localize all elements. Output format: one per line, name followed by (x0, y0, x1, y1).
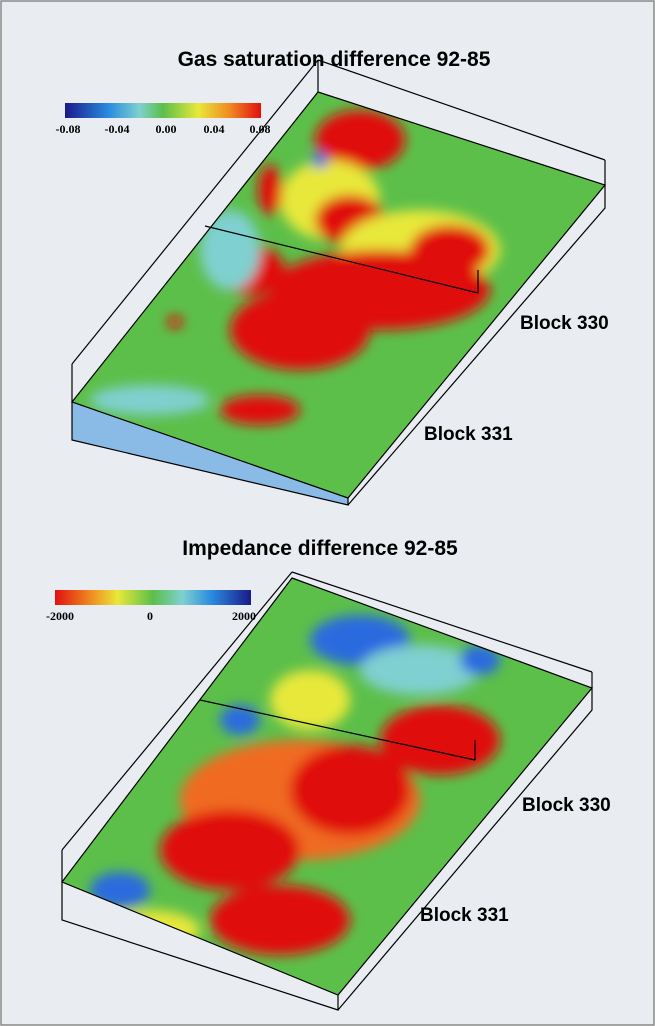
panel-title: Impedance difference 92-85 (182, 537, 458, 560)
colorbar-tick: 0.08 (250, 122, 271, 136)
block-label: Block 331 (420, 905, 509, 926)
colorbar-tick: -0.08 (56, 122, 81, 136)
colorbar-tick: 2000 (232, 609, 256, 623)
block-label: Block 330 (520, 313, 609, 334)
panel-title: Gas saturation difference 92-85 (178, 48, 491, 71)
colorbar-tick: 0.00 (156, 122, 177, 136)
colorbar-tick: 0 (147, 609, 153, 623)
block-label: Block 330 (522, 795, 611, 816)
colorbar (65, 103, 261, 118)
colorbar-tick: 0.04 (204, 122, 225, 136)
colorbar-tick: -0.04 (105, 122, 130, 136)
figure: Gas saturation difference 92-85 -0.08 -0… (0, 0, 655, 1026)
colorbar (55, 590, 251, 605)
block-label: Block 331 (424, 424, 513, 445)
colorbar-tick: -2000 (46, 609, 74, 623)
